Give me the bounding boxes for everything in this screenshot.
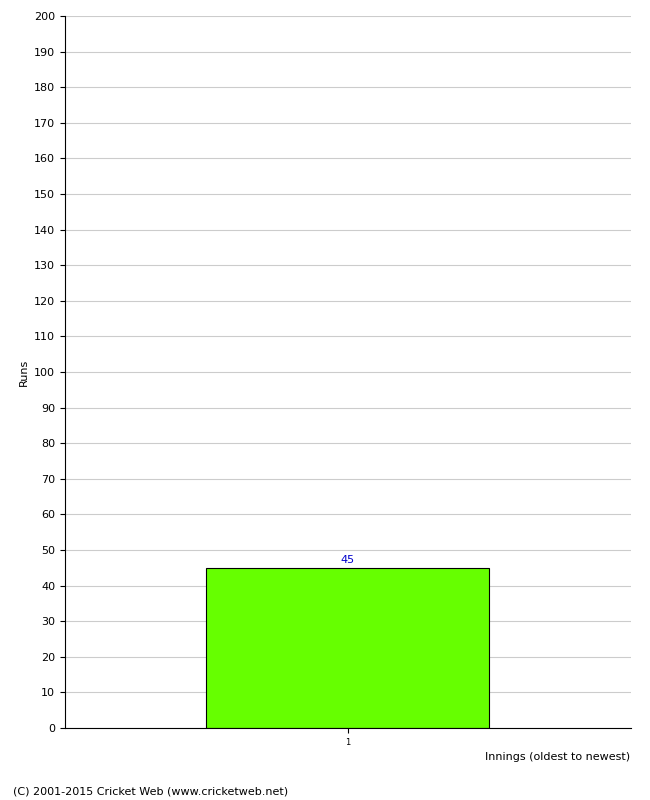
Y-axis label: Runs: Runs	[19, 358, 29, 386]
Text: Innings (oldest to newest): Innings (oldest to newest)	[486, 752, 630, 762]
Text: 45: 45	[341, 555, 355, 565]
Bar	[207, 568, 489, 728]
Text: (C) 2001-2015 Cricket Web (www.cricketweb.net): (C) 2001-2015 Cricket Web (www.cricketwe…	[13, 786, 288, 796]
